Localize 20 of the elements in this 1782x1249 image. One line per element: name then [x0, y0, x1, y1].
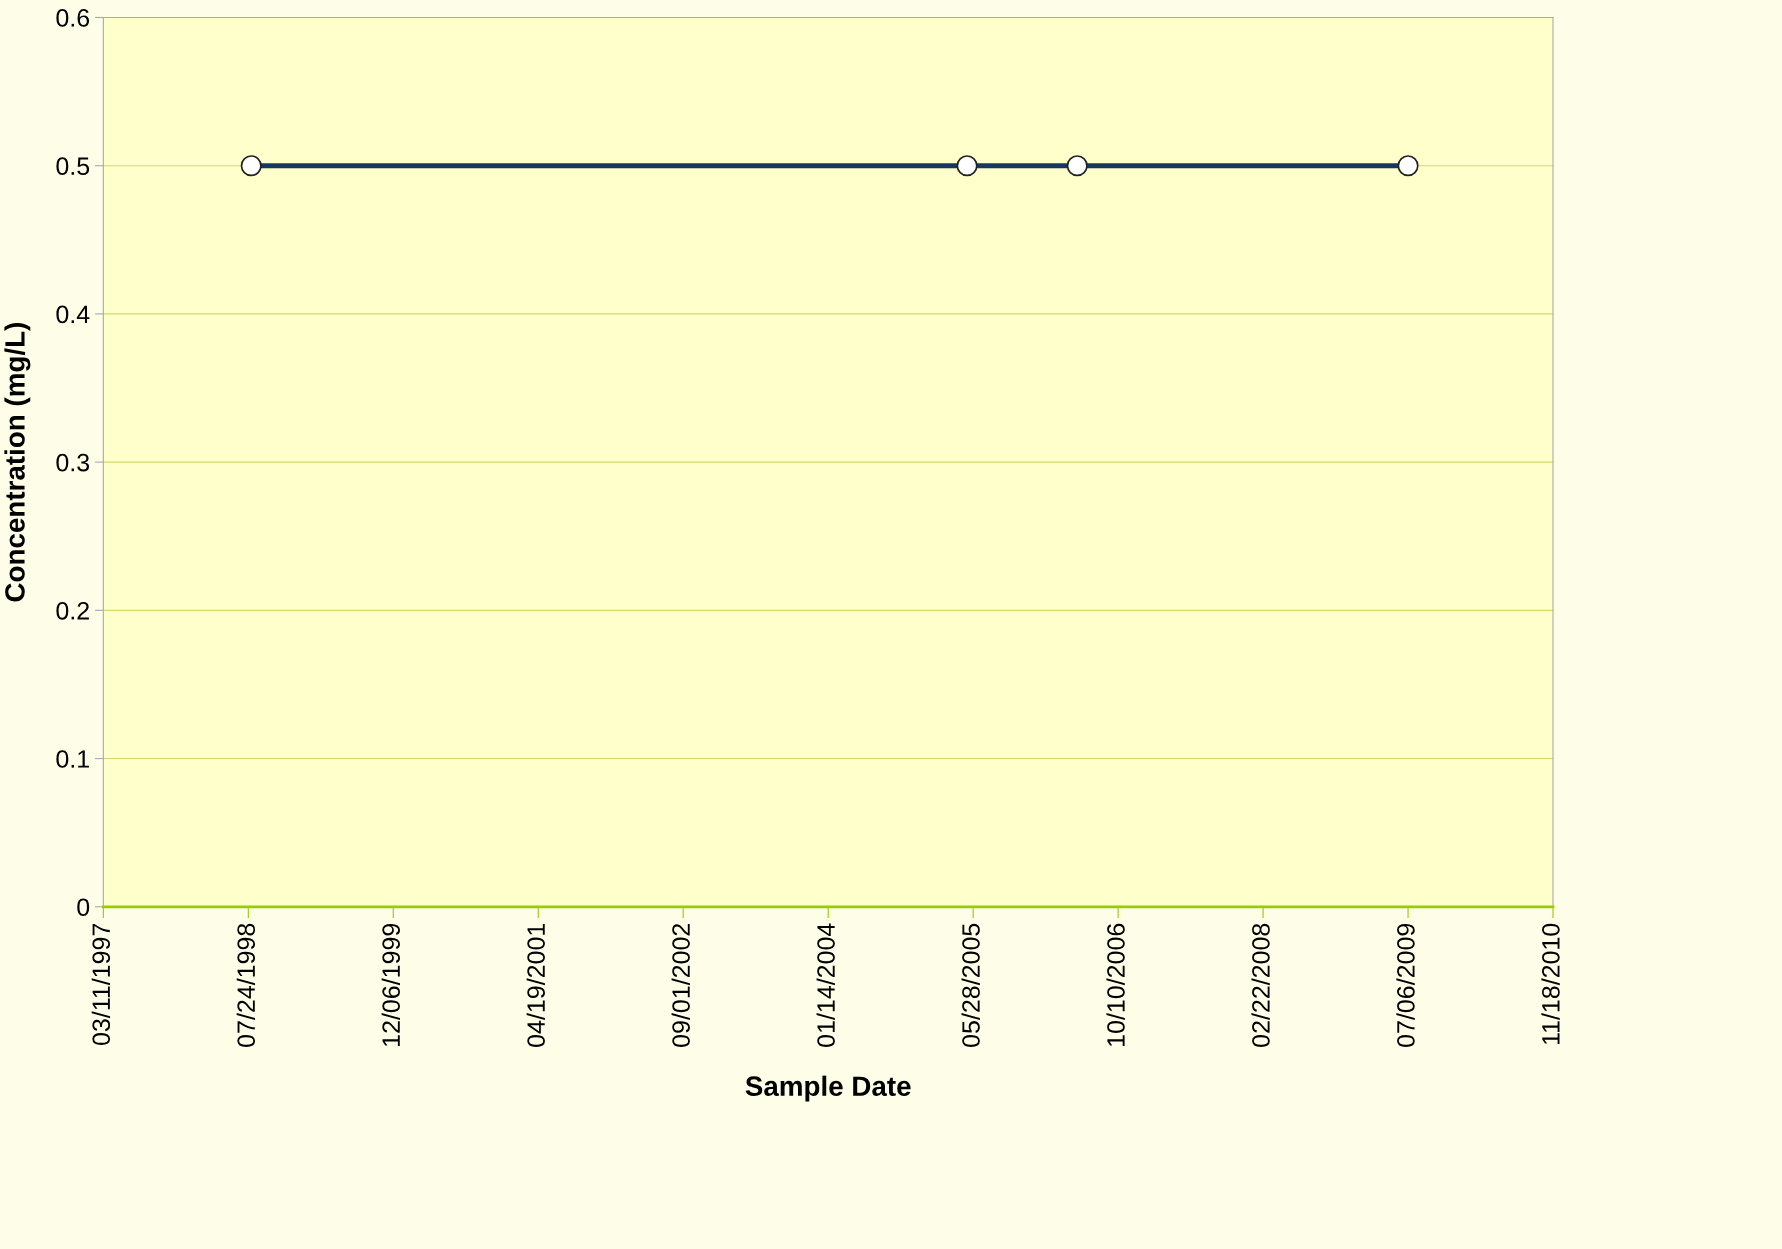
x-tick-label: 03/11/1997	[91, 923, 111, 1046]
x-tick-label: 07/06/2009	[1396, 923, 1415, 1047]
y-tick-label: 0.4	[56, 305, 90, 324]
x-tick-label: 11/18/2010	[1541, 923, 1560, 1045]
y-tick-label: 0.1	[56, 750, 89, 768]
x-tick-label: 12/06/1999	[381, 923, 400, 1046]
y-tick-label: 0	[77, 898, 90, 917]
y-tick-label: 0.6	[56, 9, 90, 27]
x-tick-label: 01/14/2004	[816, 923, 835, 1047]
x-tick-label: 04/19/2001	[526, 923, 545, 1047]
x-axis-title: Sample Date	[745, 1075, 911, 1102]
y-tick-label: 0.2	[56, 601, 89, 620]
y-tick-label: 0.5	[56, 157, 90, 176]
x-tick-label: 05/28/2005	[961, 923, 980, 1047]
x-tick-label: 09/01/2002	[671, 923, 690, 1047]
x-tick-label: 07/24/1998	[236, 923, 256, 1047]
y-tick-label: 0.3	[56, 453, 90, 472]
x-tick-label: 02/22/2008	[1251, 923, 1270, 1047]
x-tick-label: 10/10/2006	[1106, 923, 1125, 1046]
y-axis-title: Concentration (mg/L)	[4, 323, 31, 602]
